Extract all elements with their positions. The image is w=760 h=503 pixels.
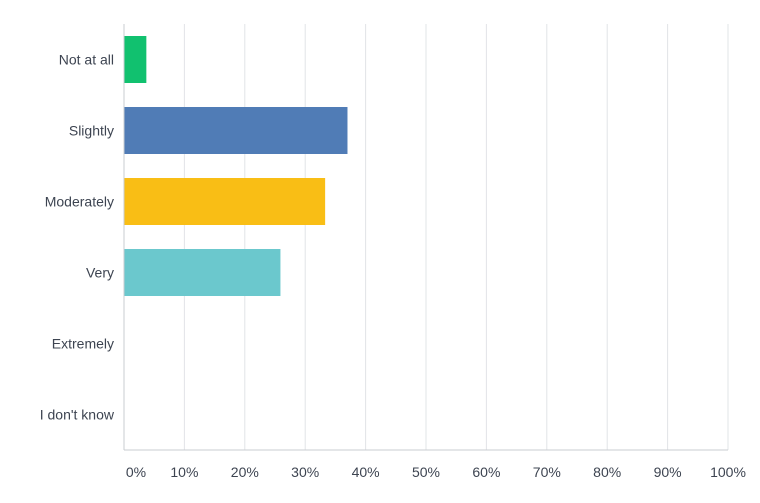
x-tick-label: 40% [352, 464, 380, 480]
x-tick-label: 30% [291, 464, 319, 480]
bars [124, 36, 348, 296]
bar [124, 107, 348, 154]
x-tick-label: 50% [412, 464, 440, 480]
category-label: Moderately [45, 194, 114, 210]
category-label: Extremely [52, 336, 114, 352]
x-tick-label: 100% [710, 464, 746, 480]
category-label: I don't know [40, 407, 115, 423]
x-tick-label: 60% [472, 464, 500, 480]
gridlines [183, 24, 729, 450]
bar [124, 36, 147, 83]
category-labels: Not at all Slightly Moderately Very Extremel… [40, 52, 115, 423]
x-tick-label: 80% [593, 464, 621, 480]
category-label: Very [86, 265, 114, 281]
x-tick-labels: 0% 10% 20% 30% 40% 50% 60% 70% 80% 90% 100% [126, 464, 746, 480]
x-tick-label: 20% [231, 464, 259, 480]
x-tick-label: 70% [533, 464, 561, 480]
x-tick-label: 10% [170, 464, 198, 480]
bar [124, 249, 281, 296]
bar [124, 178, 326, 225]
x-tick-label: 90% [654, 464, 682, 480]
x-tick-label: 0% [126, 464, 146, 480]
category-label: Not at all [59, 52, 114, 68]
category-label: Slightly [69, 123, 114, 139]
